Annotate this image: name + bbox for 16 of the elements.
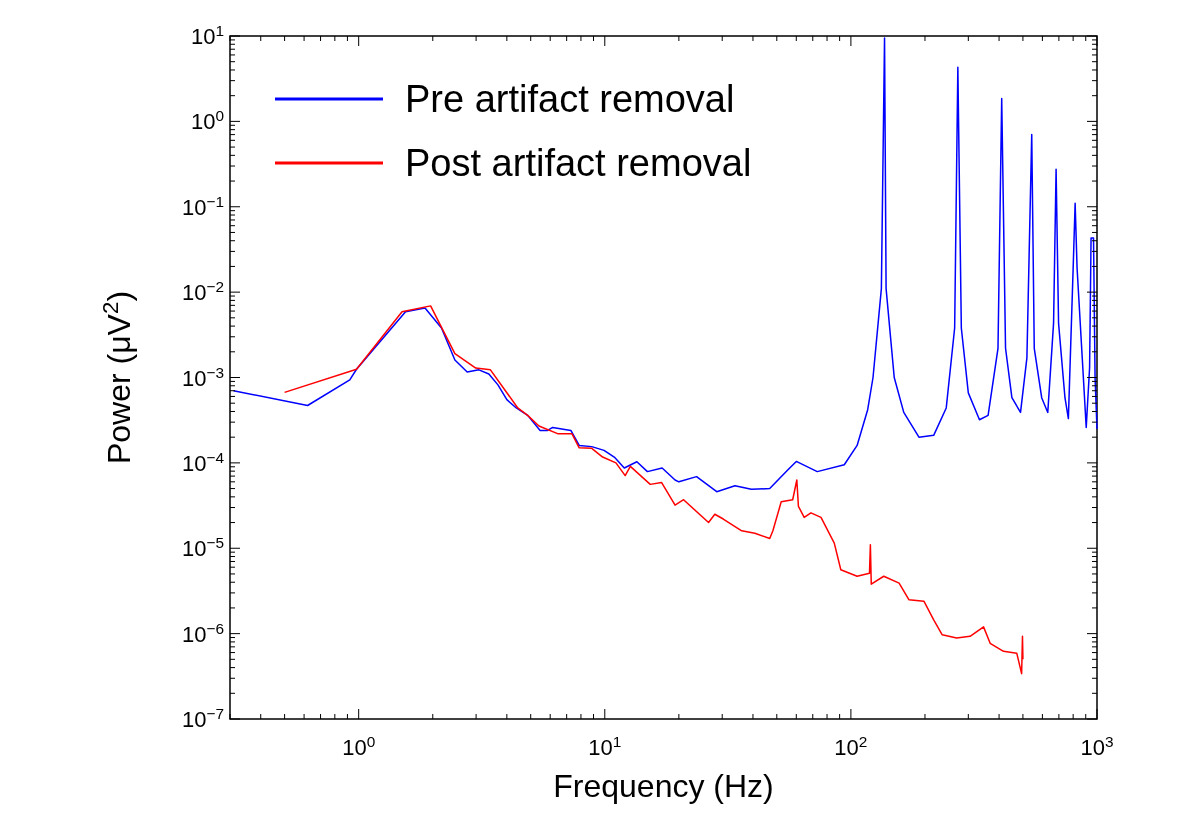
y-tick-label: 10$^{−1}$ — [181, 192, 224, 220]
y-tick-label: 10$^{−3}$ — [181, 363, 224, 391]
legend-label: Pre artifact removal — [405, 78, 735, 120]
x-tick-label: 10$^{1}$ — [588, 732, 622, 760]
legend-label: Post artifact removal — [405, 142, 752, 184]
x-tick-label: 10$^{3}$ — [1080, 732, 1114, 760]
y-tick-label: 10$^{−4}$ — [181, 448, 225, 476]
x-tick-label: 10$^{2}$ — [834, 732, 868, 760]
y-tick-label: 10$^{−7}$ — [181, 704, 224, 732]
y-tick-label: 10$^{−5}$ — [181, 533, 224, 562]
y-tick-label: 10$^{0}$ — [190, 106, 224, 135]
y-tick-label: 10$^{−6}$ — [181, 619, 224, 647]
x-axis-title: Frequency (Hz) — [553, 768, 774, 804]
y-tick-label: 10$^{−2}$ — [181, 277, 224, 306]
x-tick-label: 10$^{0}$ — [342, 732, 376, 760]
y-tick-label: 10$^{1}$ — [190, 21, 224, 49]
